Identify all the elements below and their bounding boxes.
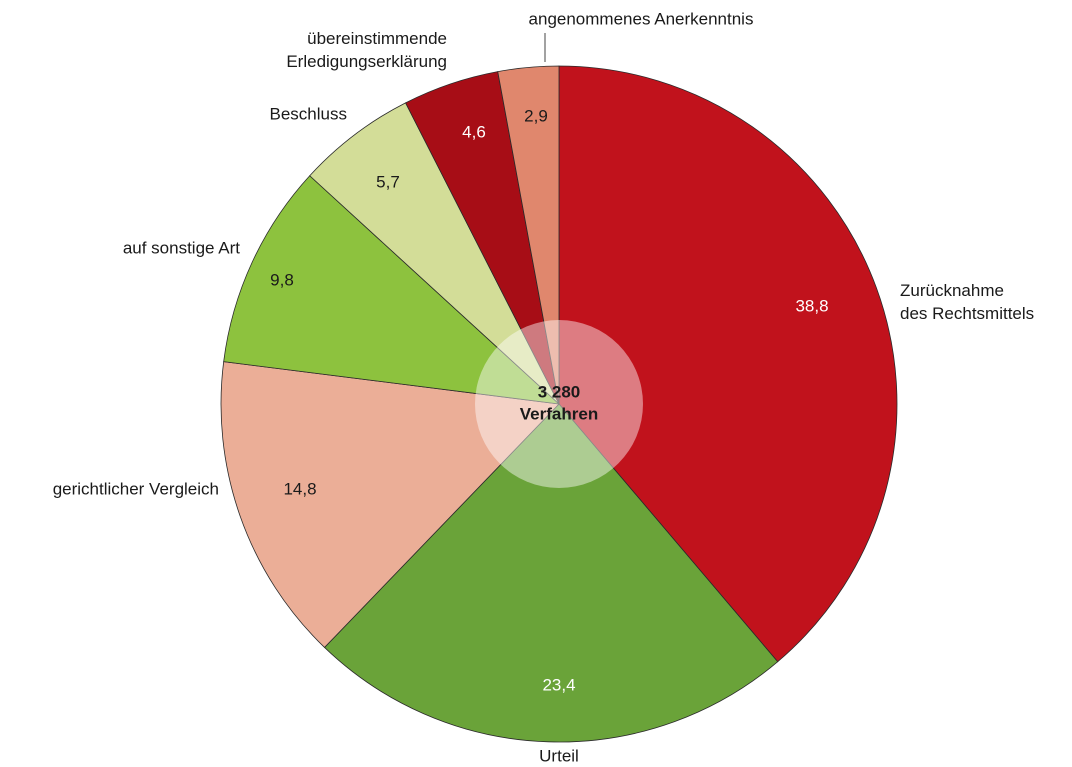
value-label: 2,9 [524, 106, 548, 125]
center-label: Verfahren [520, 404, 598, 423]
value-label: 5,7 [376, 172, 400, 191]
label-line: Erledigungserklärung [286, 52, 447, 71]
pie-slice [223, 175, 561, 405]
value-label: 23,4 [542, 675, 575, 694]
category-label: Beschluss [270, 104, 347, 123]
value-label: 4,6 [462, 122, 486, 141]
pie-slice [497, 65, 560, 405]
label-line: des Rechtsmittels [900, 304, 1034, 323]
pie-slice [323, 403, 779, 743]
category-label: auf sonstige Art [123, 238, 240, 257]
category-label: übereinstimmende Erledigungserklärung [286, 29, 447, 71]
center-label: 3 280 [538, 382, 581, 401]
pie-slice [558, 65, 898, 663]
value-label: 9,8 [270, 270, 294, 289]
value-label: 14,8 [283, 479, 316, 498]
center-disc [475, 320, 643, 488]
category-label: Urteil [539, 746, 579, 765]
value-label: 38,8 [795, 296, 828, 315]
category-label: angenommenes Anerkenntnis [529, 9, 754, 28]
category-label: gerichtlicher Vergleich [53, 479, 219, 498]
label-line: übereinstimmende [307, 29, 447, 48]
pie-slice [220, 361, 560, 649]
label-line: Zurücknahme [900, 281, 1004, 300]
category-label: Zurücknahme des Rechtsmittels [900, 281, 1034, 323]
